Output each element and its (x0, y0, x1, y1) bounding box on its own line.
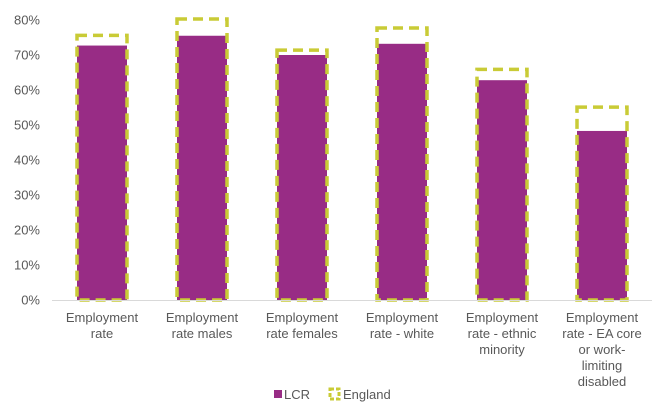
bar-england (375, 26, 429, 302)
y-tick-label: 30% (14, 188, 40, 203)
y-tick-label: 70% (14, 48, 40, 63)
legend: LCR England (274, 387, 391, 402)
x-axis-labels: Employment rate Employment rate males Employ… (66, 310, 642, 389)
y-tick-label: 20% (14, 223, 40, 238)
legend-swatch-lcr (274, 390, 282, 398)
bar-england (575, 105, 629, 302)
bar-lcr (77, 45, 127, 300)
y-tick-label: 40% (14, 153, 40, 168)
y-tick-label: 50% (14, 118, 40, 133)
bars (75, 17, 629, 302)
legend-label-lcr: LCR (284, 387, 310, 402)
y-tick-label: 60% (14, 83, 40, 98)
x-category-label: Employment rate females (266, 310, 339, 341)
bar-lcr (177, 35, 227, 300)
x-category-label: Employment rate (66, 310, 139, 341)
bar-lcr (577, 130, 627, 300)
legend-label-england: England (343, 387, 391, 402)
bar-lcr (277, 55, 327, 300)
x-category-label: Employment rate - EA core or work-limiting… (562, 310, 641, 389)
y-tick-label: 10% (14, 258, 40, 273)
bar-lcr (477, 80, 527, 300)
y-axis: 0% 10% 20% 30% 40% 50% 60% 70% 80% (14, 13, 40, 308)
bar-lcr (377, 43, 427, 301)
x-category-label: Employment rate - ethnic minority (466, 310, 539, 357)
y-tick-label: 0% (21, 293, 40, 308)
legend-swatch-england (328, 387, 341, 401)
y-tick-label: 80% (14, 13, 40, 28)
x-category-label: Employment rate males (166, 310, 239, 341)
x-category-label: Employment rate - white (366, 310, 439, 341)
